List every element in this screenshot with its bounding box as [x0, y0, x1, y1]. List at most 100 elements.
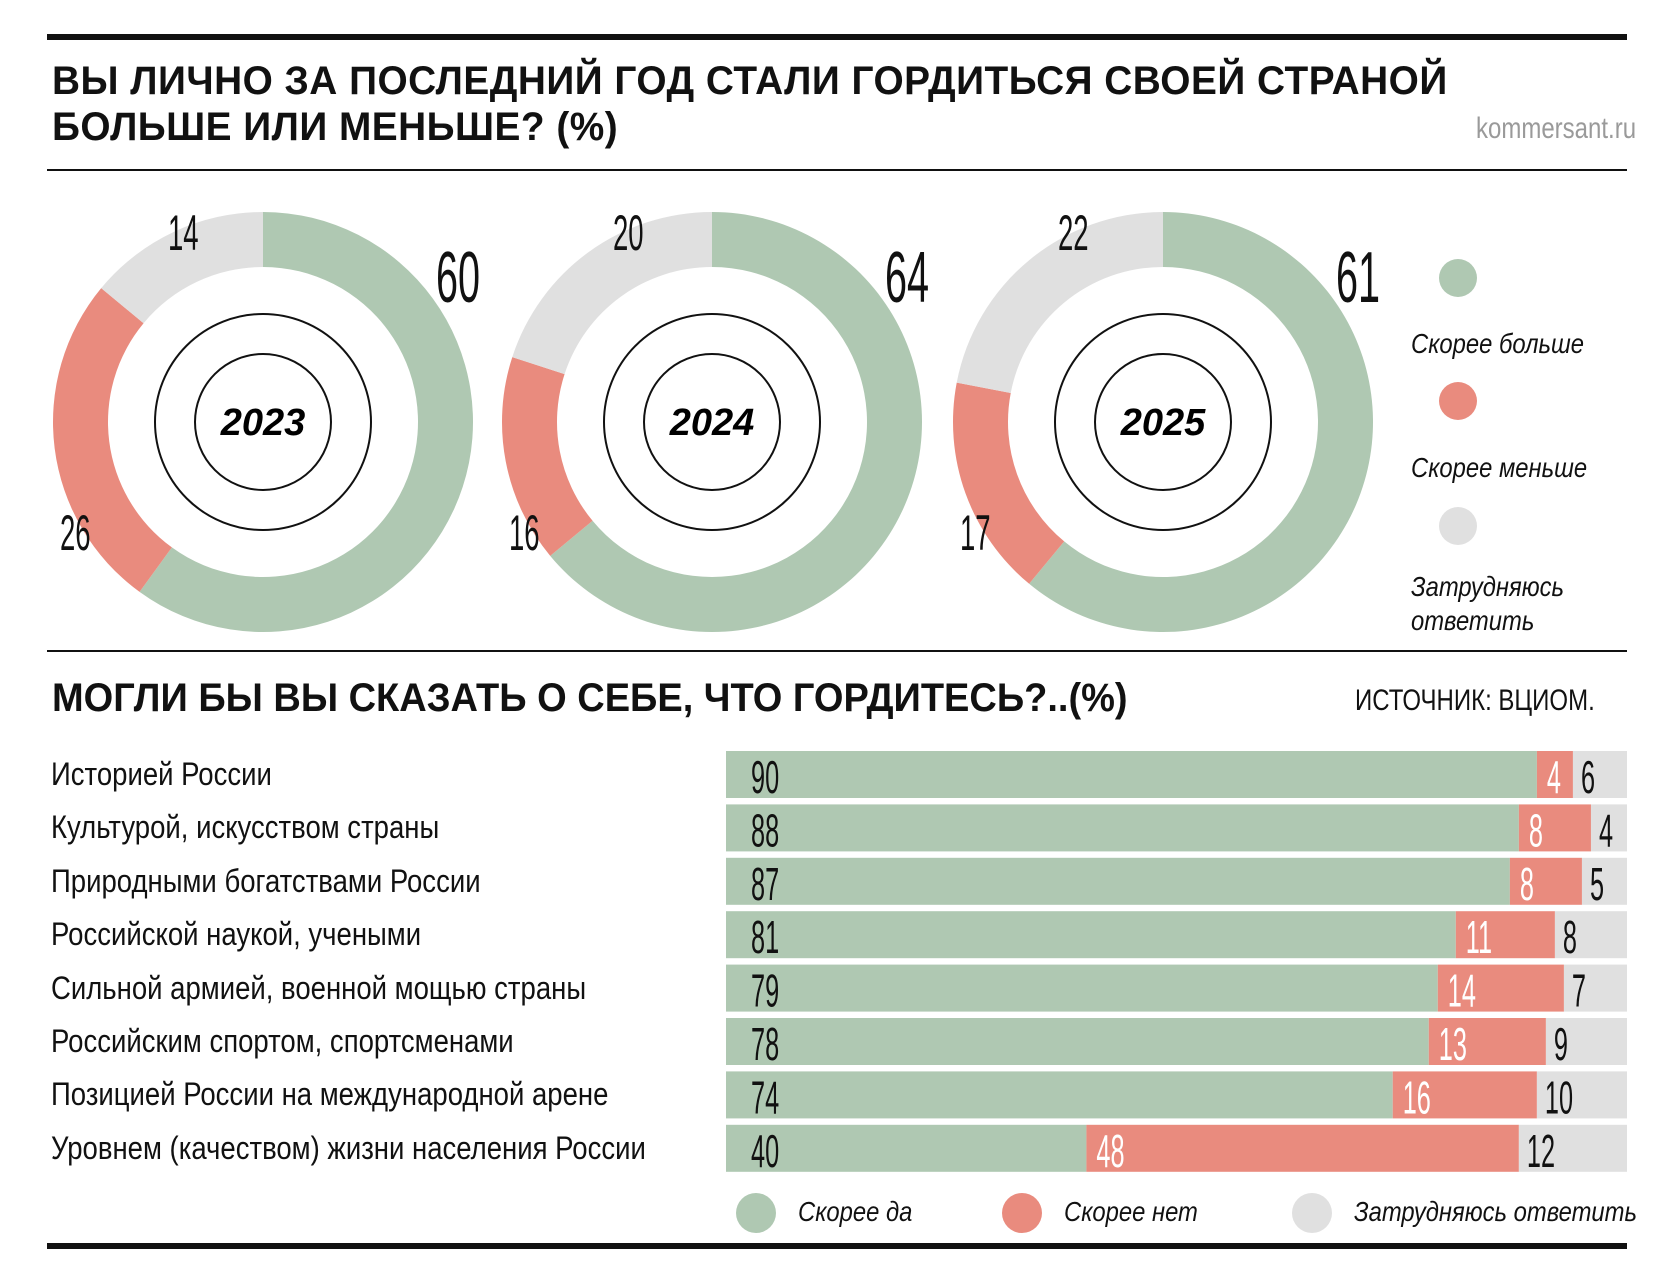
bar-segment — [726, 857, 1510, 905]
title-divider — [47, 169, 1627, 171]
bar-value-label: 4 — [1547, 751, 1561, 803]
bar-segment — [1086, 1124, 1519, 1172]
legend-label: Скорее да — [798, 1196, 913, 1227]
value-label-less: 17 — [960, 504, 991, 561]
bar-value-label: 79 — [751, 964, 779, 1016]
legend-swatch — [1292, 1193, 1332, 1233]
bar-segment — [1518, 804, 1591, 852]
bar-value-label: 12 — [1527, 1125, 1555, 1177]
bar-segment — [726, 1018, 1429, 1065]
donut-segment — [512, 212, 712, 375]
bar-segment — [1455, 911, 1555, 959]
category-label: Российской наукой, учеными — [51, 916, 422, 953]
legend-swatch — [1439, 507, 1477, 545]
donut-segment — [953, 382, 1065, 584]
value-label-less: 26 — [60, 504, 91, 561]
bar-segment — [1428, 1018, 1546, 1065]
bar-value-label: 81 — [751, 911, 779, 963]
bar-segment — [726, 1124, 1087, 1172]
value-label-more: 64 — [885, 238, 929, 319]
bar-segment — [1536, 751, 1573, 798]
bottom-rule — [47, 1243, 1627, 1249]
legend-label: Скорее больше — [1411, 328, 1585, 359]
bar-segment — [726, 1071, 1393, 1119]
bar-value-label: 48 — [1096, 1125, 1124, 1177]
donut-segment — [101, 212, 263, 324]
source-label: ИСТОЧНИК: ВЦИОМ. — [1355, 684, 1595, 717]
category-label: Природными богатствами России — [51, 862, 481, 899]
category-label: Культурой, искусством страны — [51, 809, 440, 846]
ring-outline — [154, 313, 372, 531]
donut-segment — [139, 212, 473, 632]
legend-label: Затрудняюсь ответить — [1354, 1196, 1637, 1227]
title-line-1: ВЫ ЛИЧНО ЗА ПОСЛЕДНИЙ ГОД СТАЛИ ГОРДИТЬС… — [52, 59, 1448, 103]
bar-segment — [1581, 857, 1627, 905]
bar-value-label: 13 — [1439, 1018, 1467, 1070]
ring-inner-outline — [643, 353, 781, 491]
bar-value-label: 8 — [1563, 911, 1577, 963]
top-rule — [47, 34, 1627, 40]
bar-value-label: 74 — [751, 1071, 779, 1123]
category-label: Российским спортом, спортсменами — [51, 1023, 514, 1059]
value-label-more: 61 — [1336, 238, 1380, 319]
year-label: 2023 — [220, 402, 306, 444]
ring-outline — [1054, 313, 1272, 531]
bar-value-label: 6 — [1581, 751, 1595, 803]
bar-value-label: 5 — [1590, 858, 1604, 910]
category-label: Уровнем (качеством) жизни населения Росс… — [51, 1129, 646, 1166]
bar-value-label: 87 — [751, 858, 779, 910]
bar-segment — [1572, 751, 1627, 798]
bar-segment — [1392, 1071, 1537, 1119]
bar-segment — [726, 911, 1456, 959]
bar-segment — [726, 964, 1438, 1012]
ring-inner-outline — [194, 353, 332, 491]
title-line-2: БОЛЬШЕ ИЛИ МЕНЬШЕ? (%) — [52, 105, 619, 149]
section2-title: МОГЛИ БЫ ВЫ СКАЗАТЬ О СЕБЕ, ЧТО ГОРДИТЕС… — [52, 676, 1128, 720]
bar-value-label: 8 — [1529, 804, 1543, 856]
bar-value-label: 11 — [1466, 911, 1492, 963]
legend-swatch — [1002, 1193, 1042, 1233]
bar-segment — [726, 804, 1519, 852]
legend-label: Затрудняюсь ответить — [1411, 571, 1565, 636]
category-label: Историей России — [51, 756, 272, 792]
value-label-less: 16 — [509, 504, 540, 561]
bar-value-label: 40 — [751, 1125, 779, 1177]
bar-value-label: 90 — [751, 751, 779, 803]
year-label: 2024 — [669, 402, 755, 444]
bar-value-label: 14 — [1448, 964, 1476, 1016]
section-divider — [47, 650, 1627, 652]
donut-segment — [52, 288, 172, 592]
bar-value-label: 8 — [1520, 858, 1534, 910]
bar-segment — [1563, 964, 1627, 1012]
donut-segment — [502, 357, 593, 556]
bar-value-label: 10 — [1545, 1071, 1573, 1123]
donut-segment — [550, 212, 922, 632]
bar-segment — [1545, 1018, 1627, 1065]
site-credit: kommersant.ru — [1476, 112, 1637, 145]
legend-label: Скорее нет — [1064, 1196, 1198, 1227]
bar-segment — [1536, 1071, 1627, 1119]
value-label-unsure: 22 — [1058, 204, 1089, 261]
legend-swatch — [736, 1193, 776, 1233]
ring-inner-outline — [1094, 353, 1232, 491]
value-label-unsure: 20 — [613, 204, 644, 261]
bar-value-label: 88 — [751, 804, 779, 856]
bar-segment — [726, 751, 1537, 798]
value-label-unsure: 14 — [168, 204, 199, 261]
legend-swatch — [1439, 259, 1477, 297]
donut-segment — [1029, 212, 1373, 632]
year-label: 2025 — [1120, 402, 1206, 444]
donut-segment — [956, 212, 1163, 393]
bar-value-label: 7 — [1572, 964, 1586, 1016]
bar-segment — [1590, 804, 1627, 852]
category-label: Сильной армией, военной мощью страны — [51, 969, 587, 1006]
ring-outline — [603, 313, 821, 531]
category-label: Позицией России на международной арене — [51, 1076, 609, 1113]
chart-title: ВЫ ЛИЧНО ЗА ПОСЛЕДНИЙ ГОД СТАЛИ ГОРДИТЬС… — [52, 58, 1448, 150]
legend-swatch — [1439, 382, 1477, 420]
bar-segment — [1518, 1124, 1627, 1172]
bar-segment — [1554, 911, 1627, 959]
bar-value-label: 9 — [1554, 1018, 1568, 1070]
bar-segment — [1437, 964, 1564, 1012]
bar-segment — [1509, 857, 1582, 905]
